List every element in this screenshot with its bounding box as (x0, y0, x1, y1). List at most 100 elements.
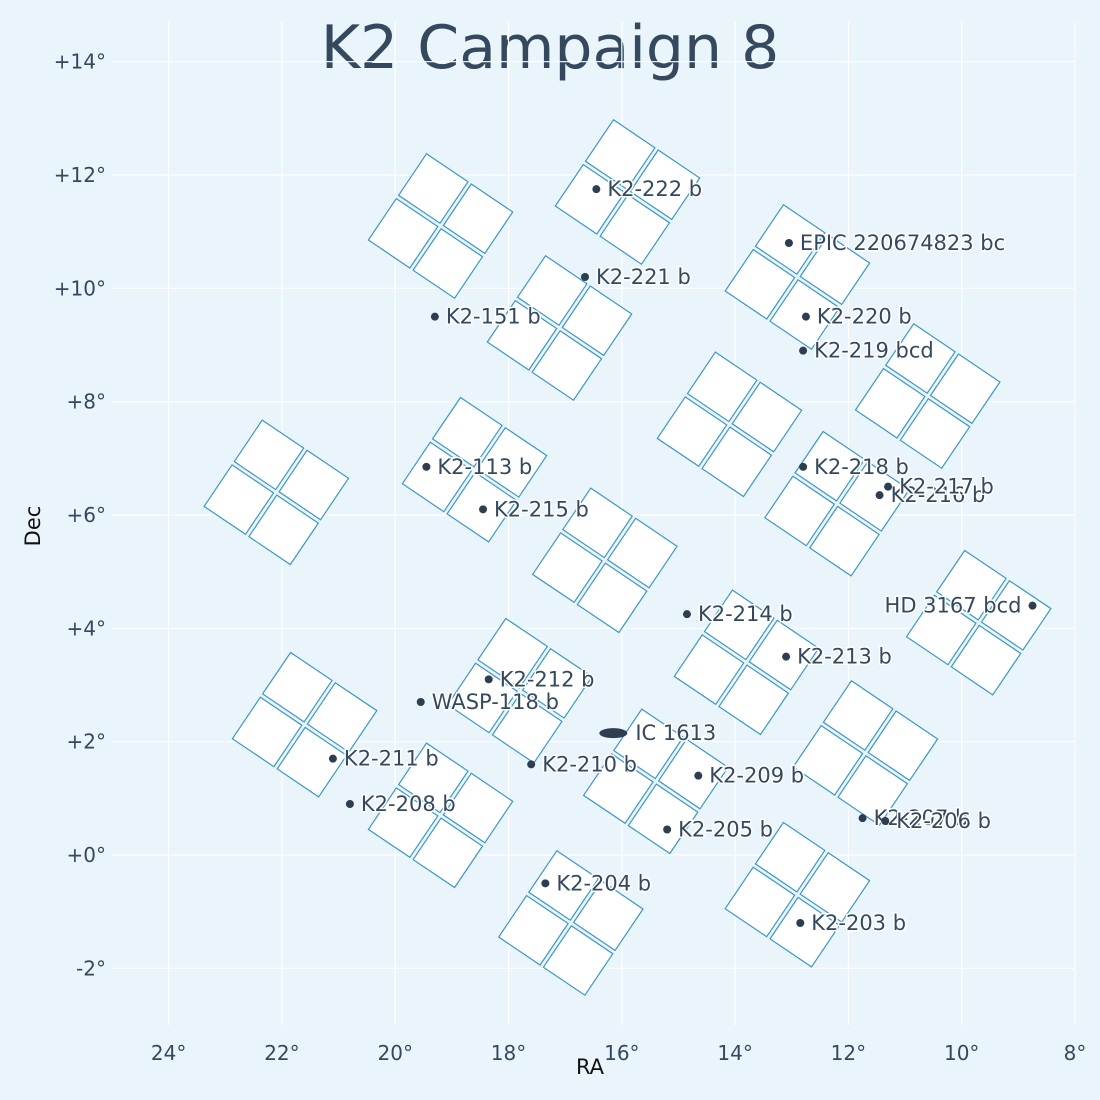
target-label: K2-207 b (874, 806, 969, 830)
ccd-channel (521, 647, 593, 719)
planet-marker (479, 505, 488, 514)
target-point: K2-211 b (328, 745, 440, 772)
planet-marker (422, 462, 431, 471)
y-tick-label: +0° (67, 843, 106, 867)
planet-marker (682, 610, 691, 619)
y-tick-label: +2° (67, 730, 106, 754)
ccd-channel (582, 753, 654, 825)
target-label: K2-219 bcd (814, 339, 934, 363)
planet-marker (430, 312, 439, 321)
ccd-channel (929, 353, 1001, 425)
ccd-channel (278, 449, 350, 521)
planet-marker (858, 814, 867, 823)
ccd-channel (867, 710, 939, 782)
y-tick-label: +12° (54, 163, 106, 187)
ccd-channel (701, 426, 773, 498)
ccd-channel (854, 367, 926, 439)
planet-marker (1028, 601, 1037, 610)
ccd-channel (527, 849, 600, 922)
targets: K2-222 b EPIC 220674823 bc K2-221 b K2-151 … (328, 176, 1037, 937)
x-tick-label: 8° (1064, 1041, 1087, 1065)
ccd-channel (718, 664, 790, 736)
target-point: K2-204 b (541, 870, 653, 897)
target-point: K2-220 b (801, 303, 913, 330)
ccd-channel (561, 285, 633, 357)
galaxy-marker (599, 728, 628, 739)
ccd-channel (412, 227, 484, 300)
target-point: HD 3167 bcd (883, 592, 1037, 619)
ccd-channel (899, 397, 971, 470)
ccd-channel (476, 426, 548, 498)
ccd-channel (486, 299, 558, 371)
ccd-module (792, 679, 939, 827)
ccd-channel (599, 193, 671, 266)
planet-marker (799, 346, 808, 355)
ccd-channel (905, 594, 977, 666)
ccd-channel (367, 197, 439, 269)
target-label: K2-213 b (797, 645, 892, 669)
ccd-channel (412, 817, 484, 889)
target-label: K2-209 b (709, 764, 804, 788)
ccd-channel (554, 163, 626, 235)
target-label: WASP-118 b (432, 690, 559, 714)
ccd-channel (497, 894, 569, 966)
ccd-channel (233, 419, 305, 491)
y-tick-label: +6° (67, 503, 106, 527)
y-tick-label: +4° (67, 616, 106, 640)
ccd-module (673, 589, 820, 736)
ccd-module (724, 821, 871, 968)
target-point: K2-209 b (694, 762, 806, 789)
target-point: K2-208 b (345, 791, 457, 818)
planet-marker (484, 675, 493, 684)
planet-marker (345, 800, 354, 808)
ccd-channel (431, 396, 503, 468)
target-label: HD 3167 bcd (885, 594, 1022, 618)
ccd-module (905, 549, 1052, 696)
ccd-channel (572, 880, 644, 952)
target-point: K2-207 b (858, 805, 970, 832)
ccd-channel (837, 754, 909, 827)
ccd-channel (799, 851, 871, 923)
target-label: K2-215 b (494, 497, 589, 521)
planet-marker (416, 698, 425, 706)
target-label: K2-214 b (698, 602, 793, 626)
ccd-channel (261, 651, 333, 723)
target-point: K2-203 b (796, 910, 908, 937)
x-tick-label: 22° (264, 1041, 299, 1065)
chart-title: K2 Campaign 8 (321, 13, 780, 83)
ccd-channel (764, 475, 836, 547)
target-label: K2-218 b (814, 455, 909, 479)
ccd-module (486, 254, 633, 402)
target-point: K2-215 b (479, 496, 590, 523)
ccd-channel (397, 152, 469, 225)
target-point: WASP-118 b (416, 689, 560, 716)
target-label: K2-221 b (596, 265, 691, 289)
planet-marker (875, 491, 884, 500)
target-point: K2-214 b (682, 601, 794, 628)
planet-marker (784, 239, 793, 247)
ccd-channel (686, 351, 758, 423)
planet-marker (328, 754, 337, 763)
ccd-channel (584, 118, 656, 191)
target-label: K2-206 b (896, 809, 991, 833)
ccd-channel (446, 662, 518, 734)
x-tick-label: 18° (491, 1041, 526, 1065)
planet-marker (796, 919, 805, 927)
ccd-channel (276, 726, 348, 798)
ccd-channel (306, 681, 378, 753)
ccd-channel (367, 787, 439, 859)
ccd-channel (935, 549, 1007, 621)
target-point: K2-222 b (592, 176, 704, 203)
x-tick-label: 20° (378, 1041, 413, 1065)
ccd-channel (531, 532, 603, 604)
x-tick-label: 14° (717, 1041, 752, 1065)
ccd-channel (397, 742, 469, 814)
ccd-channel (203, 464, 275, 536)
y-tick-label: +8° (67, 390, 106, 414)
target-point: K2-206 b (881, 808, 993, 835)
x-tick-label: 16° (604, 1041, 639, 1065)
planet-marker (801, 312, 810, 321)
ccd-channel (516, 254, 588, 327)
ccd-module (554, 118, 701, 266)
